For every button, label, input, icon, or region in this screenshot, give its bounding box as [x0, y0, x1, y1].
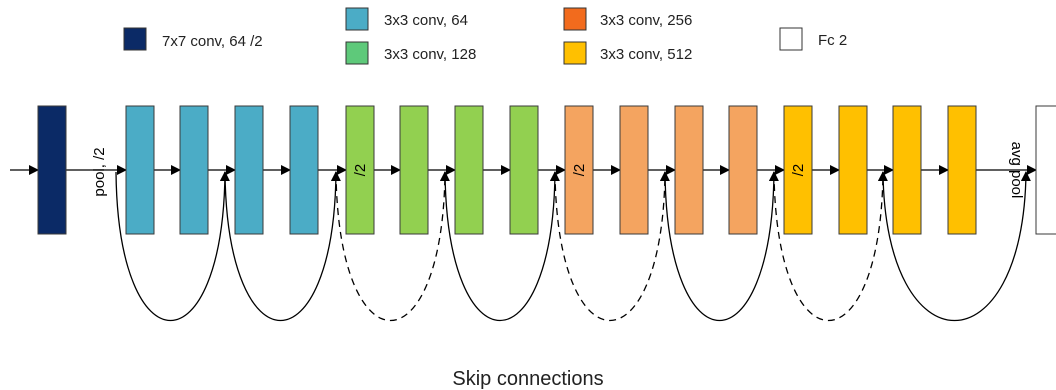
legend-swatch-fc: [779, 27, 803, 51]
legend-label-conv7: 7x7 conv, 64 /2: [162, 33, 263, 50]
block-c256-12: [728, 105, 758, 235]
legend-label-c128: 3x3 conv, 128: [384, 46, 476, 63]
block-fc-17: [1035, 105, 1056, 235]
block-c512-13: [783, 105, 813, 235]
legend-swatch-c64: [345, 7, 369, 31]
legend-label-c64: 3x3 conv, 64: [384, 12, 468, 29]
legend-swatch-conv7: [123, 27, 147, 51]
block-c512-16: [947, 105, 977, 235]
skip-connection-dashed: [554, 171, 670, 321]
skip-connection-solid: [664, 171, 779, 321]
block-c256-11: [674, 105, 704, 235]
legend: 7x7 conv, 64 /2 3x3 conv, 64 3x3 conv, 1…: [123, 7, 847, 65]
skip-connection-solid: [115, 171, 230, 321]
downsample-label: /2: [790, 164, 807, 177]
block-c128-6: [399, 105, 429, 235]
block-conv7-0: [37, 105, 67, 235]
block-c64-2: [179, 105, 209, 235]
downsample-label: /2: [571, 164, 588, 177]
skip-connection-solid: [444, 171, 560, 321]
block-c512-15: [892, 105, 922, 235]
legend-label-fc: Fc 2: [818, 32, 847, 49]
skip-connections-caption: Skip connections: [452, 368, 603, 390]
block-c256-9: [564, 105, 594, 235]
skip-connection-dashed: [335, 171, 450, 321]
block-c128-7: [454, 105, 484, 235]
legend-swatch-c256: [563, 7, 587, 31]
block-c128-8: [509, 105, 539, 235]
block-c64-4: [289, 105, 319, 235]
legend-swatch-c512: [563, 41, 587, 65]
block-c128-5: [345, 105, 375, 235]
block-c256-10: [619, 105, 649, 235]
block-c512-14: [838, 105, 868, 235]
block-c64-1: [125, 105, 155, 235]
avg-pool-label: avg pool: [1008, 142, 1025, 199]
legend-swatch-c128: [345, 41, 369, 65]
legend-label-c512: 3x3 conv, 512: [600, 46, 692, 63]
skip-connection-solid: [224, 171, 341, 321]
legend-label-c256: 3x3 conv, 256: [600, 12, 692, 29]
pool-label: pool, /2: [91, 147, 108, 196]
downsample-label: /2: [352, 164, 369, 177]
network: /2/2/2 pool, /2 avg pool: [10, 105, 1056, 322]
block-c64-3: [234, 105, 264, 235]
skip-connection-dashed: [773, 171, 888, 321]
skip-connection-solid: [882, 171, 1031, 322]
